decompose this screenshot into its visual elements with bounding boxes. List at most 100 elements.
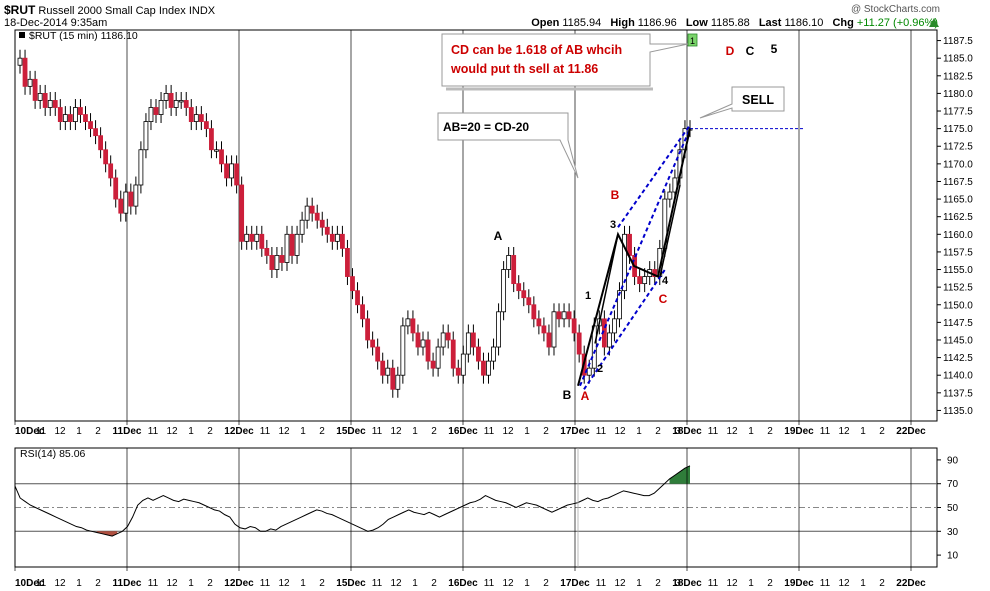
- candle-up: [400, 325, 406, 376]
- last-value: 1186.10: [784, 17, 824, 29]
- candle-down: [324, 226, 330, 235]
- candle-down: [239, 184, 245, 242]
- price-y-tick-label: 1145.0: [943, 335, 973, 346]
- candle-up: [27, 78, 33, 87]
- rsi-x-hour-label: 1: [76, 578, 82, 589]
- rsi-x-hour-label: 11: [484, 578, 495, 589]
- candle-up: [244, 233, 250, 242]
- rsi-x-hour-label: 11: [372, 578, 383, 589]
- sell-box: [699, 86, 785, 119]
- candle-down: [455, 367, 461, 376]
- rsi-legend: RSI(14) 85.06: [20, 448, 86, 460]
- candle-down: [188, 107, 194, 122]
- rsi-oversold-fill: [96, 531, 118, 537]
- candle-down: [279, 255, 285, 263]
- candle-up: [420, 339, 426, 348]
- candle-down: [259, 233, 265, 249]
- rsi-x-hour-label: 12: [838, 578, 850, 589]
- rsi-x-hour-label: 11: [36, 578, 47, 589]
- index-name: Russell 2000 Small Cap Index: [38, 5, 186, 17]
- price-x-hour-label: 2: [431, 426, 437, 437]
- cd-note-box: [441, 33, 689, 87]
- candle-down: [546, 332, 552, 348]
- rsi-x-day-label: 16Dec: [448, 578, 478, 589]
- candle-down: [476, 346, 481, 362]
- rsi-x-hour-label: 2: [879, 578, 885, 589]
- rsi-x-hour-label: 12: [390, 578, 402, 589]
- symbol: $RUT: [4, 3, 36, 17]
- candle-down: [380, 360, 386, 376]
- candle-up: [612, 318, 617, 334]
- candle-down: [521, 290, 527, 299]
- price-y-tick-label: 1137.5: [943, 388, 973, 399]
- candle-up: [617, 290, 622, 320]
- high-value: 1186.96: [637, 17, 677, 29]
- candle-down: [360, 304, 365, 320]
- candle-down: [219, 149, 224, 165]
- price-x-day-label: 22Dec: [896, 426, 926, 437]
- price-x-hour-label: 12: [726, 426, 738, 437]
- candle-up: [395, 374, 401, 390]
- price-x-hour-label: 1: [860, 426, 866, 437]
- candle-up: [491, 346, 496, 362]
- candle-up: [148, 107, 154, 122]
- price-x-hour-label: 11: [484, 426, 495, 437]
- candle-down: [118, 198, 124, 214]
- candle-down: [108, 163, 114, 179]
- price-y-tick-label: 1155.0: [943, 265, 973, 276]
- open-label: Open: [531, 17, 560, 29]
- price-x-day-label: 15Dec: [336, 426, 366, 437]
- candle-up: [440, 332, 446, 348]
- rsi-x-day-label: 18Dec: [672, 578, 702, 589]
- rsi-x-hour-label: 12: [502, 578, 514, 589]
- chg-label: Chg: [832, 17, 854, 29]
- price-y-tick-label: 1177.5: [943, 107, 973, 118]
- price-x-hour-label: 1: [76, 426, 82, 437]
- candle-down: [365, 318, 370, 341]
- candle-down: [516, 283, 522, 292]
- candle-down: [425, 339, 431, 362]
- price-y-tick-label: 1140.0: [943, 371, 973, 382]
- price-x-hour-label: 1: [748, 426, 754, 437]
- price-legend-swatch: [19, 32, 25, 38]
- label-3: 3: [610, 219, 616, 231]
- candle-up: [501, 269, 507, 313]
- price-y-tick-label: 1160.0: [943, 230, 973, 241]
- label-b-black: B: [563, 388, 572, 402]
- price-x-day-label: 11Dec: [113, 426, 142, 437]
- candle-up: [254, 233, 260, 242]
- candle-down: [22, 57, 28, 87]
- rsi-y-tick-label: 10: [947, 551, 959, 562]
- open-value: 1185.94: [562, 17, 602, 29]
- price-x-hour-label: 12: [166, 426, 178, 437]
- candle-down: [652, 269, 658, 277]
- candle-down: [445, 332, 451, 341]
- label-4: 4: [662, 275, 669, 287]
- candle-down: [264, 247, 270, 256]
- candle-down: [375, 346, 381, 362]
- candle-up: [73, 107, 78, 122]
- candle-up: [294, 233, 300, 256]
- price-y-tick-label: 1157.5: [943, 247, 973, 258]
- price-x-hour-label: 2: [543, 426, 549, 437]
- price-x-hour-label: 1: [524, 426, 530, 437]
- ab-note-text: AB=20 = CD-20: [443, 120, 529, 134]
- price-x-hour-label: 2: [767, 426, 773, 437]
- candle-down: [67, 114, 73, 122]
- candle-up: [561, 311, 567, 320]
- candle-up: [163, 93, 169, 101]
- price-y-tick-label: 1135.0: [943, 406, 973, 417]
- candle-up: [622, 233, 627, 292]
- rsi-x-hour-label: 1: [412, 578, 418, 589]
- candle-down: [340, 233, 345, 249]
- price-x-hour-label: 2: [95, 426, 101, 437]
- marker-label: 1: [690, 36, 695, 46]
- candle-down: [410, 318, 416, 334]
- candle-up: [62, 114, 68, 122]
- candle-up: [37, 93, 43, 101]
- candle-up: [138, 149, 144, 186]
- high-label: High: [610, 17, 635, 29]
- rsi-x-hour-label: 2: [95, 578, 101, 589]
- rsi-x-hour-label: 3: [675, 578, 681, 589]
